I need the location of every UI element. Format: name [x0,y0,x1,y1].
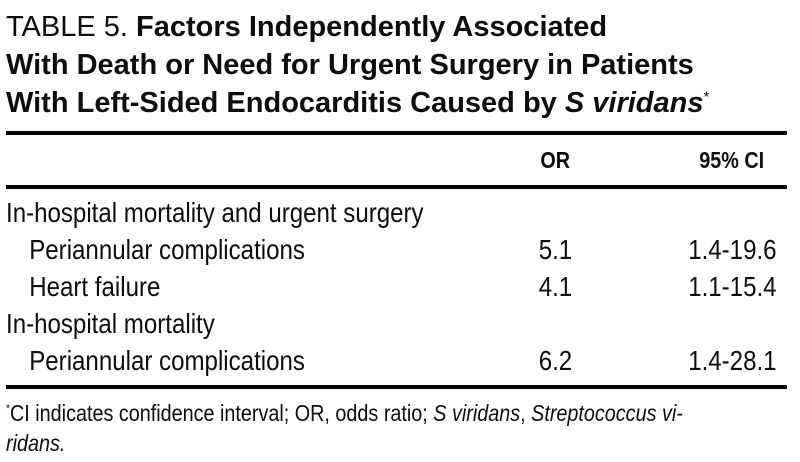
table-header-rule [6,185,787,189]
table-row: In-hospital mortality and urgent surgery [6,194,787,231]
row-or-value [495,197,615,229]
row-label: In-hospital mortality and urgent surgery [6,196,424,228]
row-label: Heart failure [29,270,161,302]
footnote-text: CI indicates confidence interval; OR, od… [10,400,434,426]
table-title-line2: With Death or Need for Urgent Surgery in… [6,49,694,81]
row-ci-value: 1.1-15.4 [687,270,777,302]
footnote-marker-superscript: * [703,88,710,106]
table-number-label: TABLE 5. [6,11,128,43]
table-title-line1-text: Factors Independently Associated [136,11,608,43]
row-or-value: 6.2 [538,344,572,376]
table-header-row: OR 95% CI [6,135,787,185]
table-row: Periannular complications 5.1 1.4-19.6 [6,231,787,268]
footnote-species-abbrev-italic: S viridans [433,400,521,426]
column-header-or: OR [540,146,570,173]
table-title: TABLE 5. Factors Independently Associate… [6,6,791,122]
table-row: Periannular complications 6.2 1.4-28.1 [6,342,787,379]
footnote-species-continuation-italic: ridans. [6,430,66,456]
footnote-separator: , [520,400,532,426]
table-row: In-hospital mortality [6,305,787,342]
footnote-line1: *CI indicates confidence interval; OR, o… [6,398,791,428]
row-ci-value: 1.4-28.1 [687,344,777,376]
row-or-value: 5.1 [538,233,572,265]
table-top-rule [6,131,787,135]
data-table: OR 95% CI In-hospital mortality and urge… [6,135,787,389]
table-footnote: *CI indicates confidence interval; OR, o… [6,398,791,458]
footnote-marker: * [6,401,11,416]
row-label: Periannular complications [29,344,305,376]
table-title-line3: With Left-Sided Endocarditis Caused by S… [6,84,791,122]
table-title-line3-text: With Left-Sided Endocarditis Caused by [6,87,565,119]
footnote-species-full-italic: Streptococcus vi- [531,400,683,426]
row-label: In-hospital mortality [6,307,215,339]
column-header-ci: 95% CI [699,146,765,173]
row-ci-value [677,197,787,229]
row-or-value [495,308,615,340]
row-ci-value: 1.4-19.6 [687,233,777,265]
row-ci-value [677,308,787,340]
table-bottom-rule [6,385,787,389]
row-or-value: 4.1 [538,270,572,302]
footnote-line2: ridans. [6,428,791,458]
table-row: Heart failure 4.1 1.1-15.4 [6,268,787,305]
table-body: In-hospital mortality and urgent surgery… [6,189,787,385]
table-title-line1: TABLE 5. Factors Independently Associate… [6,8,791,46]
row-label: Periannular complications [29,233,305,265]
species-name-italic: S viridans [564,87,704,119]
